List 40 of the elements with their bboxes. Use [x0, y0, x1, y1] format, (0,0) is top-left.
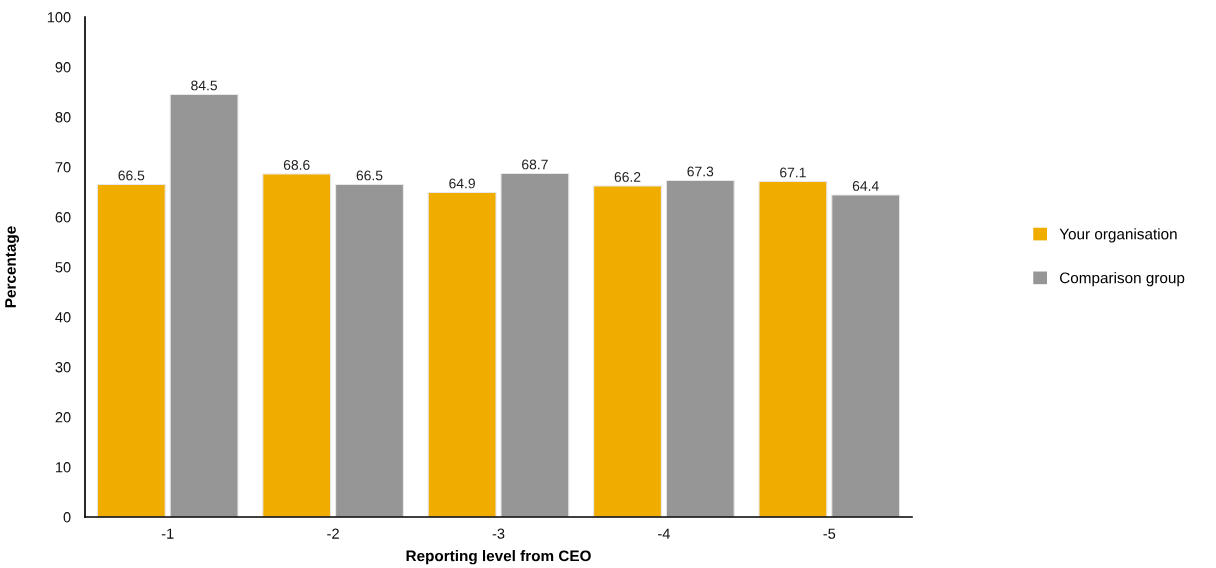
x-tick-label: -2	[327, 528, 339, 539]
bar	[665, 179, 735, 517]
x-axis-title: Reporting level from CEO	[406, 550, 591, 565]
data-label: 67.1	[780, 167, 806, 178]
y-tick-label: 50	[55, 262, 71, 273]
y-axis-title: Percentage	[5, 226, 19, 308]
y-tick-label: 70	[55, 162, 71, 173]
data-label: 84.5	[191, 80, 218, 91]
data-label: 68.6	[283, 160, 310, 170]
x-tick-label: -4	[658, 528, 670, 539]
bar	[262, 173, 332, 517]
data-label: 64.4	[852, 181, 879, 191]
bar	[169, 93, 239, 517]
legend-label: Comparison group	[1060, 272, 1185, 287]
bar	[427, 191, 497, 517]
x-tick-label: -5	[823, 528, 836, 539]
y-tick-label: 80	[55, 112, 71, 123]
bar	[335, 183, 404, 517]
y-tick-label: 20	[55, 412, 71, 423]
bar	[593, 185, 662, 517]
x-tick-label: -3	[492, 528, 505, 539]
y-tick-label: 100	[47, 12, 71, 23]
data-label: 66.5	[118, 170, 145, 181]
data-label: 66.5	[356, 170, 383, 181]
x-tick-label: -1	[161, 528, 174, 539]
bar	[758, 180, 828, 517]
y-tick-label: 90	[55, 62, 71, 73]
y-tick-label: 40	[55, 312, 71, 323]
data-label: 68.7	[522, 159, 548, 170]
y-tick-label: 10	[56, 462, 71, 473]
y-tick-label: 60	[55, 212, 71, 223]
y-tick-label: 30	[55, 362, 71, 373]
data-label: 64.9	[449, 178, 475, 189]
legend-label: Your organisation	[1059, 228, 1177, 243]
data-label: 67.3	[687, 166, 714, 177]
bar	[96, 183, 166, 517]
data-label: 66.2	[614, 172, 641, 182]
bar	[831, 194, 901, 517]
y-tick-label: 0	[63, 512, 71, 523]
bar	[500, 172, 570, 517]
